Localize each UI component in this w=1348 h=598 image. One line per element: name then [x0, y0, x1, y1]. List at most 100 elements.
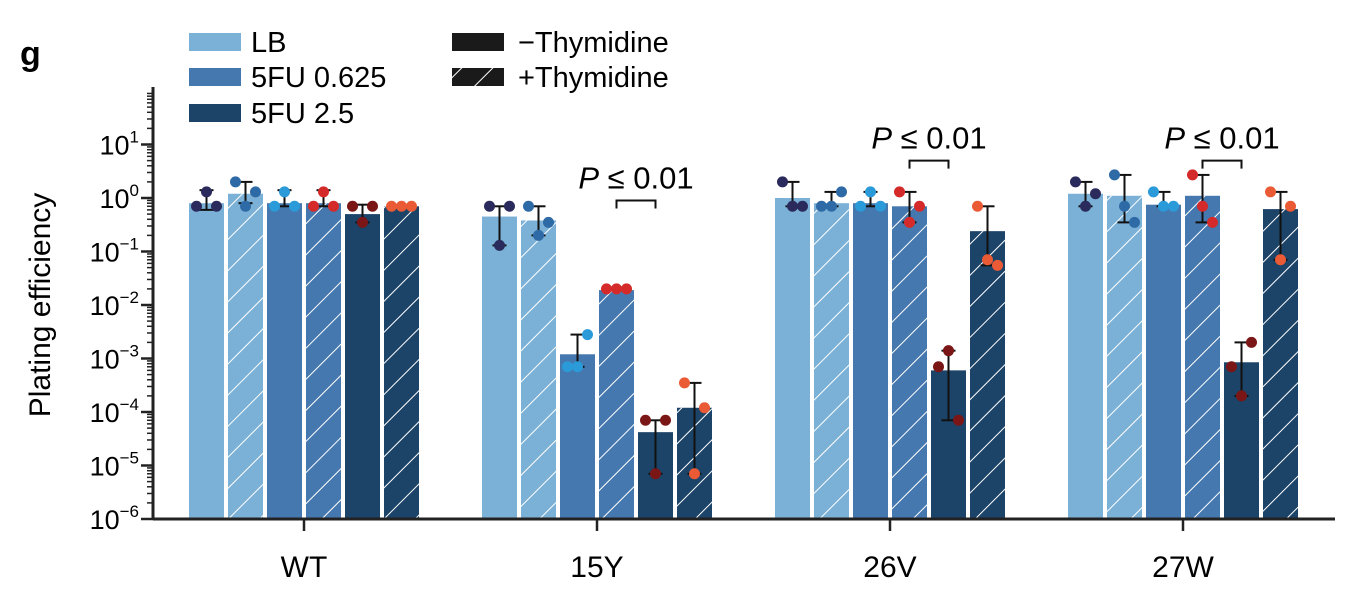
data-point [992, 259, 1003, 271]
data-point [406, 200, 417, 212]
data-point [1109, 169, 1120, 181]
p-value-label: P ≤ 0.01 [871, 121, 986, 156]
y-tick-label: 101 [99, 128, 139, 161]
data-point [689, 468, 700, 480]
data-point [572, 361, 583, 373]
points-layer [191, 169, 1296, 480]
data-point [826, 200, 837, 212]
bar-hatch-27w-2 [1107, 195, 1142, 519]
significance-bracket [908, 159, 950, 169]
data-point [904, 216, 915, 228]
legend-swatch-hatch [452, 68, 504, 86]
annotations-layer: P ≤ 0.01 P ≤ 0.01 P ≤ 0.01 [578, 121, 1280, 209]
data-point [230, 176, 241, 188]
bar-wt-1 [189, 203, 224, 519]
bar-15y-3 [560, 354, 595, 519]
panel-label: g [20, 35, 41, 73]
legend-label-2: 5FU 0.625 [251, 62, 386, 94]
y-tick-label: 10−2 [90, 288, 139, 321]
data-point [523, 200, 534, 212]
p-value-label: P ≤ 0.01 [1164, 121, 1279, 156]
bar-26v-1 [775, 198, 810, 519]
legend-label-thymidine-2: +Thymidine [518, 62, 669, 94]
data-point [533, 229, 544, 241]
data-point [933, 361, 944, 373]
data-point [621, 283, 632, 295]
data-point [679, 377, 690, 389]
data-point [982, 254, 993, 266]
data-point [1119, 200, 1130, 212]
data-point [787, 200, 798, 212]
bar-hatch-15y-4 [599, 290, 634, 519]
data-point [562, 361, 573, 373]
significance-bracket [615, 199, 657, 209]
bar-27w-1 [1068, 193, 1103, 520]
data-point [1148, 186, 1159, 198]
data-point [660, 414, 671, 426]
data-point [699, 402, 710, 414]
data-point [894, 186, 905, 198]
bars-layer [189, 193, 1298, 520]
legend-label-thymidine-1: −Thymidine [518, 27, 669, 59]
data-point [640, 414, 651, 426]
y-tick-label: 10−5 [90, 449, 139, 482]
data-point [240, 200, 251, 212]
bar-26v-3 [853, 203, 888, 519]
data-point [1090, 188, 1101, 200]
bar-hatch-15y-2 [521, 220, 556, 520]
data-point [250, 186, 261, 198]
data-point [611, 283, 622, 295]
data-point [279, 186, 290, 198]
x-tick-label-15y: 15Y [570, 551, 623, 584]
bar-hatch-26v-2 [814, 203, 849, 519]
data-point [504, 200, 515, 212]
data-point [1246, 336, 1257, 348]
data-point [943, 345, 954, 357]
data-point [308, 200, 319, 212]
legend-swatch-1 [189, 33, 241, 51]
y-tick-label: 10−6 [90, 502, 139, 535]
data-point [972, 200, 983, 212]
bar-wt-3 [267, 203, 302, 519]
data-point [367, 200, 378, 212]
data-point [1158, 200, 1169, 212]
data-point [1070, 176, 1081, 188]
data-point [797, 200, 808, 212]
legend-swatch-2 [189, 68, 241, 86]
y-tick-label: 100 [99, 181, 139, 214]
data-point [865, 186, 876, 198]
data-point [836, 186, 847, 198]
data-point [875, 200, 886, 212]
data-point [1226, 361, 1237, 373]
bar-15y-1 [482, 216, 517, 519]
data-point [777, 176, 788, 188]
y-axis-label: Plating efficiency [24, 193, 57, 418]
data-point [1285, 200, 1296, 212]
data-point [396, 200, 407, 212]
legend-swatch-3 [189, 104, 241, 122]
legend-label-1: LB [251, 27, 286, 59]
y-tick-label: 10−1 [90, 235, 139, 268]
bar-hatch-26v-6 [970, 231, 1005, 519]
data-point [1275, 254, 1286, 266]
data-point [953, 414, 964, 426]
data-point [328, 200, 339, 212]
legend-swatch-thymidine-1 [452, 33, 504, 51]
x-tick-label-26v: 26V [863, 551, 916, 584]
data-point [191, 200, 202, 212]
bar-hatch-wt-2 [228, 193, 263, 520]
bar-27w-3 [1146, 204, 1181, 520]
x-tick-label-wt: WT [281, 551, 328, 584]
data-point [484, 200, 495, 212]
data-point [1080, 200, 1091, 212]
bar-hatch-wt-6 [384, 206, 419, 519]
p-value-label: P ≤ 0.01 [578, 160, 693, 195]
x-tick-label-27w: 27W [1152, 551, 1214, 584]
data-point [914, 200, 925, 212]
data-point [601, 283, 612, 295]
y-tick-label: 10−3 [90, 342, 139, 375]
bar-hatch-26v-4 [892, 206, 927, 519]
data-point [1207, 216, 1218, 228]
